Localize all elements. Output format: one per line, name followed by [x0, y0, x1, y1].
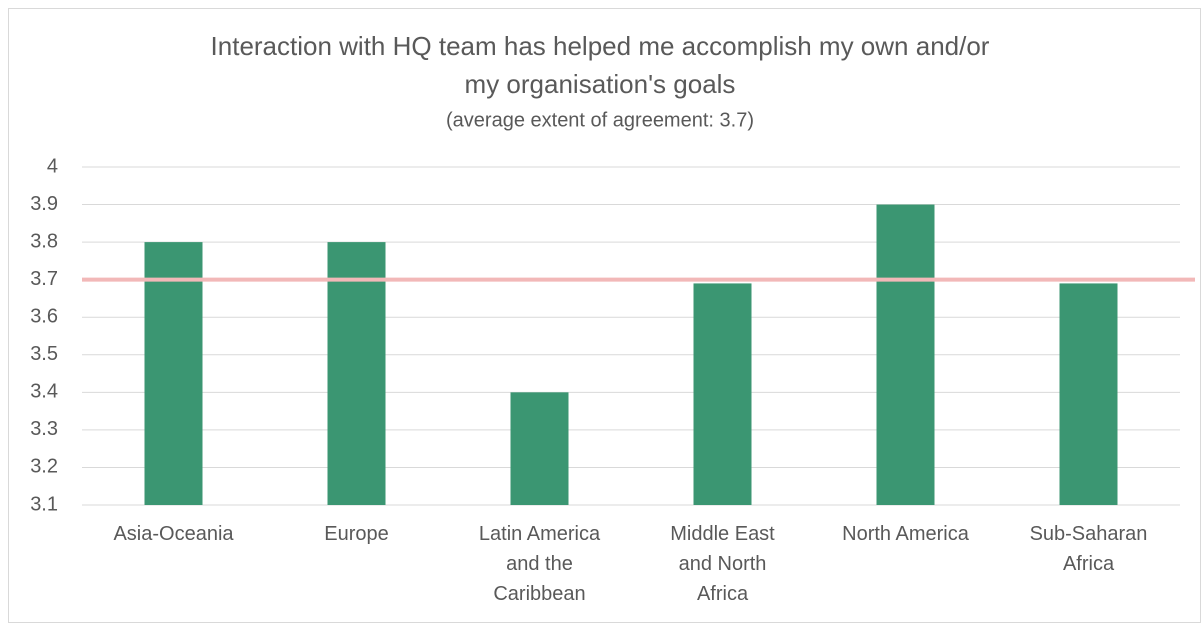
- chart-border: [8, 8, 1201, 623]
- y-tick-label: 3.3: [30, 418, 58, 440]
- y-tick-label: 3.4: [30, 381, 58, 403]
- y-tick-label: 3.7: [30, 268, 58, 290]
- y-tick-label: 3.1: [30, 493, 58, 515]
- y-tick-label: 3.2: [30, 456, 58, 478]
- bar: [876, 204, 935, 506]
- bar: [327, 242, 386, 505]
- chart-title: Interaction with HQ team has helped me a…: [211, 31, 990, 61]
- y-tick-label: 3.9: [30, 193, 58, 215]
- x-tick-label: Middle East and North Africa: [670, 523, 775, 605]
- bar: [510, 392, 569, 505]
- x-tick-label: Latin America and the Caribbean: [479, 523, 601, 605]
- y-tick-label: 4: [47, 155, 58, 177]
- bar: [144, 242, 203, 505]
- y-tick-label: 3.5: [30, 343, 58, 365]
- chart-title: my organisation's goals: [465, 69, 736, 99]
- x-tick-label: Asia-Oceania: [113, 523, 234, 545]
- x-tick-label: Europe: [324, 523, 389, 545]
- chart-subtitle: (average extent of agreement: 3.7): [446, 109, 754, 131]
- x-tick-label: Sub-Saharan Africa: [1030, 523, 1148, 575]
- y-tick-label: 3.6: [30, 306, 58, 328]
- y-tick-label: 3.8: [30, 230, 58, 252]
- bar: [693, 283, 752, 505]
- x-tick-label: North America: [842, 523, 970, 545]
- bar: [1059, 283, 1118, 505]
